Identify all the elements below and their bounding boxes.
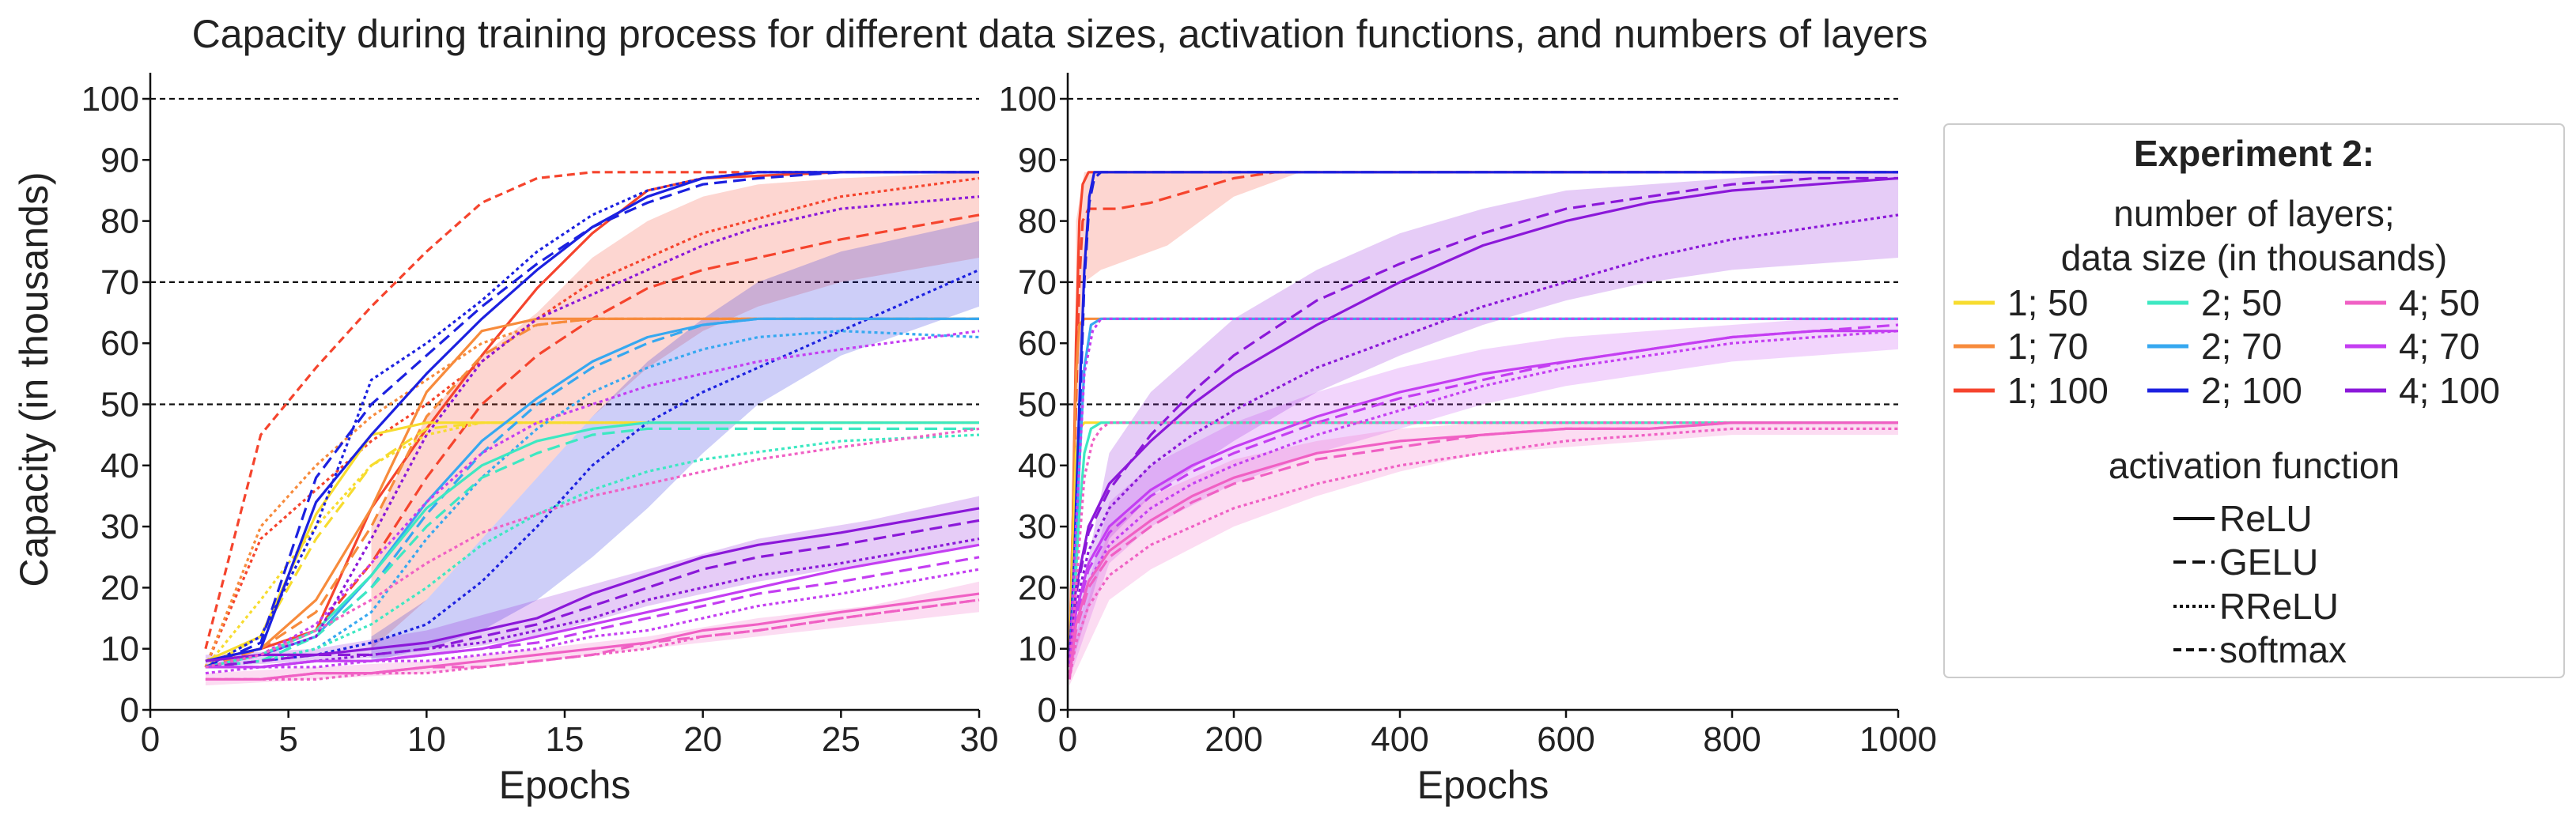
- legend-subtitle-1: number of layers;: [2113, 193, 2394, 234]
- series-line: [204, 171, 979, 650]
- x-tick-label: 1000: [1859, 720, 1937, 759]
- y-tick-label: 90: [100, 141, 139, 179]
- y-tick-label: 90: [1018, 141, 1057, 179]
- series-line: [205, 519, 980, 669]
- x-tick-label: 200: [1205, 720, 1262, 759]
- confidence-band: [1076, 172, 1300, 436]
- series-line: [205, 195, 980, 669]
- legend-label: 4; 70: [2399, 326, 2480, 367]
- x-tick-label: 400: [1371, 720, 1428, 759]
- confidence-band: [205, 581, 979, 686]
- y-tick-label: 50: [100, 386, 139, 424]
- legend-label: 1; 50: [2007, 282, 2088, 323]
- y-tick-label: 20: [100, 568, 139, 607]
- series-line: [205, 421, 979, 669]
- series-line: [205, 427, 979, 669]
- x-tick-label: 800: [1703, 720, 1761, 759]
- y-tick-label: 60: [1018, 324, 1057, 363]
- legend-frame: [1943, 123, 2565, 678]
- x-tick-label: 15: [546, 720, 584, 759]
- series-line: [1068, 323, 1899, 668]
- confidence-band: [205, 496, 979, 667]
- series-line: [205, 171, 979, 669]
- y-tick-label: 30: [100, 507, 139, 546]
- y-tick-label: 80: [100, 202, 139, 241]
- series-line: [205, 507, 980, 662]
- series-line: [205, 592, 980, 681]
- series-line: [205, 433, 980, 669]
- confidence-band: [371, 172, 979, 649]
- legend-activation-label: GELU: [2219, 541, 2318, 583]
- confidence-band: [1069, 172, 1898, 674]
- series-line: [205, 568, 980, 675]
- left-panel: 0 10 20 30 40 50 60 70 80 90 100 0 5 10 15 20 25 30 Epochs: [81, 73, 999, 807]
- legend-label: 1; 100: [2007, 370, 2109, 411]
- legend: Experiment 2: number of layers; data siz…: [1943, 123, 2565, 678]
- series-line: [205, 598, 980, 681]
- series-line: [205, 268, 980, 669]
- x-tick-label: 0: [141, 720, 160, 759]
- series-line: [205, 421, 979, 669]
- series-line: [1068, 421, 1898, 680]
- chart-title: Capacity during training process for dif…: [192, 12, 1928, 56]
- x-axis-label: Epochs: [1417, 763, 1549, 807]
- x-tick-label: 10: [407, 720, 446, 759]
- x-tick-label: 5: [278, 720, 297, 759]
- x-tick-label: 600: [1537, 720, 1594, 759]
- legend-label: 2; 100: [2201, 370, 2302, 411]
- confidence-band: [1069, 422, 1898, 686]
- confidence-band: [371, 221, 979, 662]
- y-tick-label: 100: [999, 80, 1057, 119]
- y-tick-label: 0: [120, 691, 139, 730]
- y-tick-label: 40: [100, 447, 139, 485]
- series-line: [205, 330, 980, 669]
- legend-activation-title: activation function: [2109, 445, 2400, 486]
- series-line: [1068, 317, 1898, 667]
- series-line: [1068, 176, 1899, 662]
- x-axis-label: Epochs: [499, 763, 631, 807]
- y-tick-label: 60: [100, 324, 139, 363]
- y-tick-label: 80: [1018, 202, 1057, 241]
- legend-activation-label: softmax: [2219, 629, 2347, 670]
- series-line: [205, 543, 980, 669]
- y-tick-label: 10: [1018, 630, 1057, 669]
- series-line: [1068, 427, 1898, 680]
- y-tick-label: 30: [1018, 507, 1057, 546]
- legend-title: Experiment 2:: [2134, 133, 2374, 174]
- x-tick-label: 20: [683, 720, 722, 759]
- x-tick-label: 25: [822, 720, 861, 759]
- series-line: [205, 598, 980, 681]
- confidence-band: [1069, 319, 1898, 680]
- x-tick-label: 0: [1058, 720, 1077, 759]
- series-line: [205, 556, 980, 669]
- legend-activation-label: ReLU: [2219, 498, 2313, 539]
- y-axis-label: Capacity (in thousands): [12, 172, 56, 587]
- legend-label: 4; 50: [2399, 282, 2480, 323]
- y-tick-label: 70: [100, 263, 139, 302]
- legend-subtitle-2: data size (in thousands): [2061, 237, 2447, 278]
- legend-label: 2; 70: [2201, 326, 2282, 367]
- legend-label: 1; 70: [2007, 326, 2088, 367]
- y-tick-label: 100: [81, 80, 139, 119]
- series-line: [1068, 213, 1899, 668]
- y-tick-label: 0: [1038, 691, 1057, 730]
- y-tick-label: 70: [1018, 263, 1057, 302]
- series-line: [205, 427, 980, 669]
- y-tick-label: 10: [100, 630, 139, 669]
- legend-label: 2; 50: [2201, 282, 2282, 323]
- series-line: [1068, 330, 1898, 668]
- y-tick-label: 20: [1018, 568, 1057, 607]
- legend-activation-label: RReLU: [2219, 586, 2339, 627]
- x-tick-label: 30: [960, 720, 999, 759]
- series-line: [1068, 176, 1898, 668]
- y-tick-label: 40: [1018, 447, 1057, 485]
- series-line: [205, 171, 979, 669]
- y-tick-label: 50: [1018, 386, 1057, 424]
- legend-label: 4; 100: [2399, 370, 2500, 411]
